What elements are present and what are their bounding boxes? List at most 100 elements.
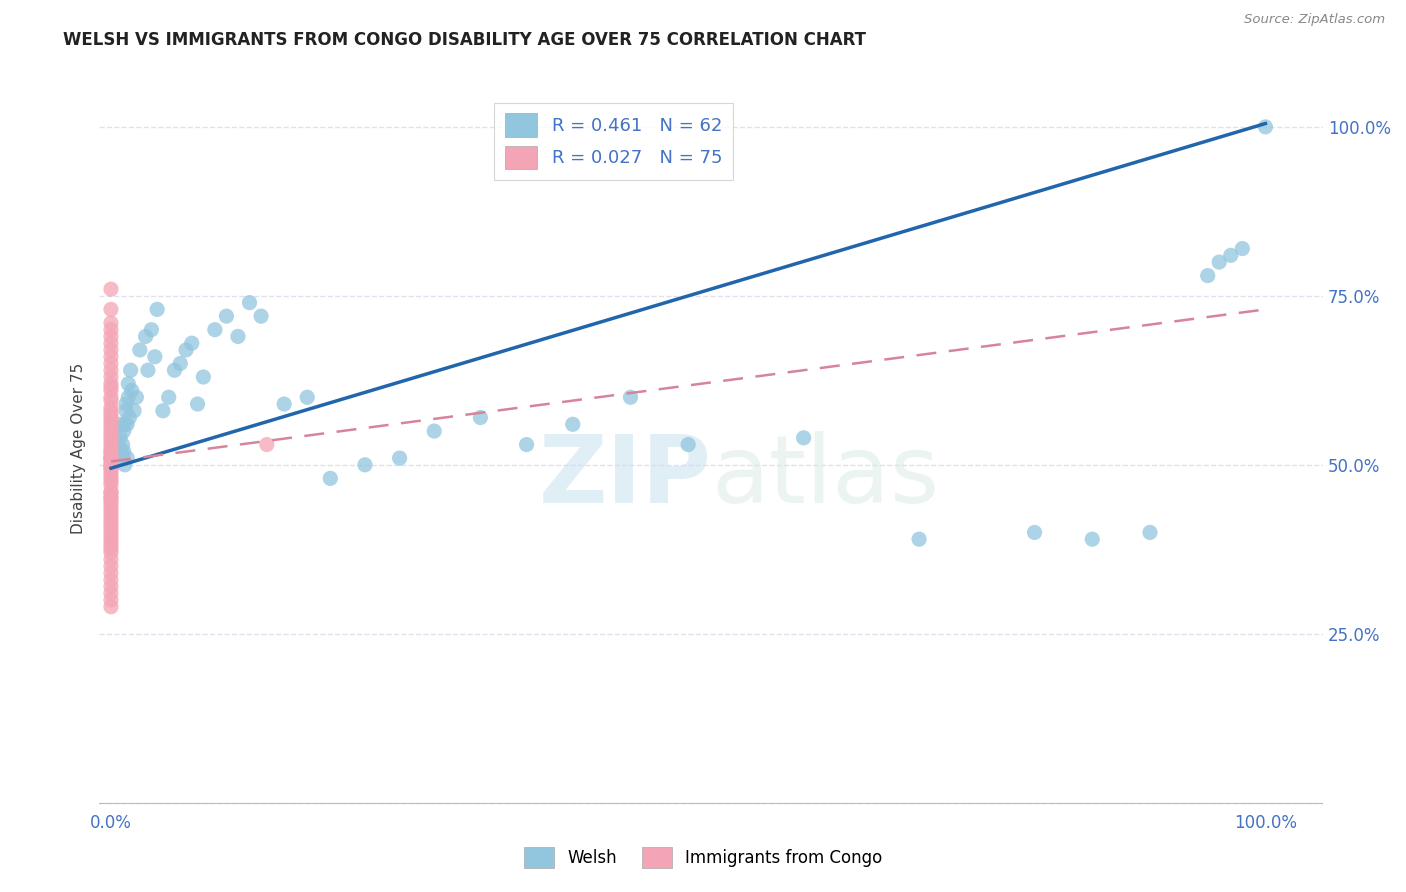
Point xyxy=(100,586,122,600)
Point xyxy=(100,424,122,438)
Point xyxy=(115,404,138,418)
Point xyxy=(470,410,492,425)
Point xyxy=(908,532,931,546)
Point xyxy=(215,309,238,323)
Point xyxy=(100,491,122,506)
Text: ZIP: ZIP xyxy=(538,431,711,523)
Point xyxy=(146,302,169,317)
Point xyxy=(122,404,145,418)
Point xyxy=(100,525,122,540)
Point xyxy=(100,505,122,519)
Point xyxy=(100,350,122,364)
Point xyxy=(125,390,148,404)
Point xyxy=(100,363,122,377)
Point xyxy=(115,417,138,432)
Point xyxy=(319,471,342,485)
Point xyxy=(354,458,377,472)
Point xyxy=(1197,268,1219,283)
Point xyxy=(108,451,131,466)
Point xyxy=(100,599,122,614)
Point xyxy=(105,437,128,451)
Point xyxy=(100,552,122,566)
Point xyxy=(100,458,122,472)
Point xyxy=(100,444,122,458)
Point xyxy=(136,363,159,377)
Point xyxy=(100,535,122,549)
Point xyxy=(388,451,411,466)
Point xyxy=(100,451,122,466)
Point xyxy=(100,437,122,451)
Point xyxy=(114,417,136,432)
Point xyxy=(204,323,226,337)
Point xyxy=(100,404,122,418)
Point xyxy=(100,542,122,557)
Point xyxy=(100,478,122,492)
Point xyxy=(135,329,157,343)
Point xyxy=(100,580,122,594)
Point xyxy=(187,397,209,411)
Point xyxy=(297,390,319,404)
Point xyxy=(423,424,446,438)
Point xyxy=(100,407,122,421)
Point xyxy=(1081,532,1104,546)
Point xyxy=(100,431,122,445)
Point xyxy=(100,282,122,296)
Text: WELSH VS IMMIGRANTS FROM CONGO DISABILITY AGE OVER 75 CORRELATION CHART: WELSH VS IMMIGRANTS FROM CONGO DISABILIT… xyxy=(63,31,866,49)
Point xyxy=(120,363,142,377)
Point xyxy=(100,488,122,502)
Point xyxy=(100,593,122,607)
Point xyxy=(114,458,136,472)
Point xyxy=(117,390,139,404)
Point xyxy=(1219,248,1241,262)
Point xyxy=(619,390,641,404)
Point xyxy=(110,431,132,445)
Point xyxy=(100,501,122,516)
Point xyxy=(163,363,186,377)
Point xyxy=(110,444,132,458)
Point xyxy=(100,573,122,587)
Point xyxy=(100,370,122,384)
Point xyxy=(157,390,180,404)
Point xyxy=(100,454,122,468)
Point xyxy=(100,518,122,533)
Point xyxy=(100,390,122,404)
Point xyxy=(100,323,122,337)
Point xyxy=(100,467,122,482)
Point xyxy=(100,434,122,449)
Point xyxy=(100,329,122,343)
Point xyxy=(152,404,174,418)
Point xyxy=(115,397,138,411)
Point xyxy=(100,420,122,434)
Point xyxy=(112,424,135,438)
Point xyxy=(100,343,122,357)
Point xyxy=(128,343,150,357)
Point xyxy=(100,380,122,394)
Point xyxy=(100,475,122,489)
Point xyxy=(100,461,122,475)
Point xyxy=(100,508,122,523)
Point xyxy=(100,401,122,415)
Text: Source: ZipAtlas.com: Source: ZipAtlas.com xyxy=(1244,13,1385,27)
Point xyxy=(561,417,583,432)
Point xyxy=(100,448,122,462)
Point xyxy=(676,437,699,451)
Legend: R = 0.461   N = 62, R = 0.027   N = 75: R = 0.461 N = 62, R = 0.027 N = 75 xyxy=(494,103,733,179)
Point xyxy=(100,512,122,526)
Point xyxy=(121,384,143,398)
Point xyxy=(100,441,122,455)
Point xyxy=(100,539,122,553)
Point xyxy=(1024,525,1046,540)
Text: atlas: atlas xyxy=(711,431,939,523)
Point xyxy=(180,336,202,351)
Point xyxy=(516,437,538,451)
Point xyxy=(100,393,122,408)
Point xyxy=(110,417,132,432)
Point xyxy=(100,451,122,466)
Point xyxy=(1254,120,1277,134)
Point xyxy=(100,471,122,485)
Point xyxy=(169,356,191,370)
Point xyxy=(112,444,135,458)
Point xyxy=(256,437,278,451)
Legend: Welsh, Immigrants from Congo: Welsh, Immigrants from Congo xyxy=(517,840,889,875)
Point xyxy=(141,323,163,337)
